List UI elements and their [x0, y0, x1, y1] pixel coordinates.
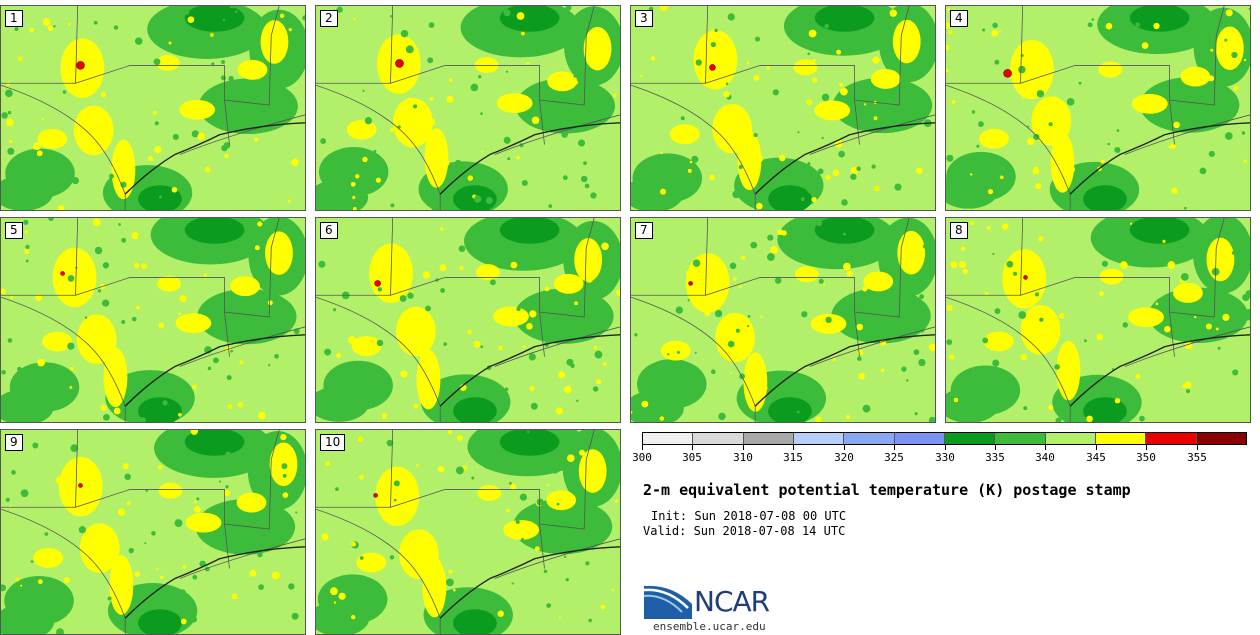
- map-6: [316, 218, 620, 422]
- member-label: 10: [320, 434, 346, 451]
- member-label: 4: [950, 10, 968, 27]
- map-1: [1, 6, 305, 210]
- hotspot-mark: [688, 281, 693, 286]
- stamp-panel-8: 8: [945, 217, 1251, 423]
- map-10: [316, 430, 620, 634]
- colorbar-segment: [995, 433, 1046, 444]
- colorbar: [642, 432, 1247, 445]
- hotspot-mark: [1003, 69, 1012, 78]
- ncar-logo-icon: [643, 585, 692, 619]
- stamp-panel-7: 7: [630, 217, 936, 423]
- colorbar-tick: [1045, 445, 1046, 450]
- stamp-panel-10: 10: [315, 429, 621, 635]
- colorbar-segment: [944, 433, 996, 444]
- colorbar-segment: [1146, 433, 1197, 444]
- stamp-panel-9: 9: [0, 429, 306, 635]
- colorbar-tick-label: 350: [1136, 451, 1156, 464]
- stamp-panel-3: 3: [630, 5, 936, 211]
- colorbar-tick-label: 335: [985, 451, 1005, 464]
- colorbar-tick-label: 345: [1086, 451, 1106, 464]
- colorbar-tick: [995, 445, 996, 450]
- colorbar-segment: [693, 433, 744, 444]
- colorbar-tick-label: 305: [682, 451, 702, 464]
- logo-url: ensemble.ucar.edu: [653, 620, 766, 633]
- map-5: [1, 218, 305, 422]
- valid-time: Valid: Sun 2018-07-08 14 UTC: [643, 524, 846, 538]
- colorbar-tick: [793, 445, 794, 450]
- hotspot-mark: [373, 493, 378, 498]
- member-label: 2: [320, 10, 338, 27]
- colorbar-tick: [1146, 445, 1147, 450]
- member-label: 7: [635, 222, 653, 239]
- colorbar-tick-label: 315: [783, 451, 803, 464]
- logo-wordmark: NCAR: [694, 585, 770, 618]
- member-label: 9: [5, 434, 23, 451]
- colorbar-tick: [642, 445, 643, 450]
- colorbar-tick: [1197, 445, 1198, 450]
- member-label: 5: [5, 222, 23, 239]
- member-label: 3: [635, 10, 653, 27]
- colorbar-tick: [1096, 445, 1097, 450]
- map-4: [946, 6, 1250, 210]
- colorbar-tick: [894, 445, 895, 450]
- colorbar-segment: [1045, 433, 1096, 444]
- colorbar-tick-label: 325: [884, 451, 904, 464]
- init-time: Init: Sun 2018-07-08 00 UTC: [651, 509, 847, 523]
- hotspot-mark: [76, 61, 85, 70]
- stamp-panel-1: 1: [0, 5, 306, 211]
- colorbar-tick-label: 355: [1187, 451, 1207, 464]
- colorbar-tick: [844, 445, 845, 450]
- hotspot-mark: [1023, 275, 1028, 280]
- colorbar-segment: [1095, 433, 1147, 444]
- colorbar-ticks: 300 305 310 315 320 325 330 335 340 345 350 355: [632, 445, 1247, 465]
- stamp-panel-4: 4: [945, 5, 1251, 211]
- member-label: 1: [5, 10, 23, 27]
- colorbar-tick: [945, 445, 946, 450]
- hotspot-mark: [374, 280, 381, 287]
- colorbar-segment: [1196, 433, 1246, 444]
- hotspot-mark: [709, 64, 716, 71]
- colorbar-segment: [894, 433, 945, 444]
- plot-title: 2-m equivalent potential temperature (K)…: [643, 481, 1131, 499]
- colorbar-tick-label: 340: [1035, 451, 1055, 464]
- colorbar-segment: [844, 433, 895, 444]
- colorbar-tick-label: 310: [733, 451, 753, 464]
- stamp-panel-6: 6: [315, 217, 621, 423]
- stamp-panel-5: 5: [0, 217, 306, 423]
- stamp-panel-2: 2: [315, 5, 621, 211]
- colorbar-segment: [793, 433, 845, 444]
- colorbar-tick-label: 320: [834, 451, 854, 464]
- colorbar-segment: [643, 433, 694, 444]
- hotspot-mark: [395, 59, 404, 68]
- map-3: [631, 6, 935, 210]
- colorbar-segment: [743, 433, 794, 444]
- map-8: [946, 218, 1250, 422]
- hotspot-mark: [60, 271, 65, 276]
- colorbar-tick-label: 330: [935, 451, 955, 464]
- map-2: [316, 6, 620, 210]
- colorbar-tick: [692, 445, 693, 450]
- colorbar-tick-label: 300: [632, 451, 652, 464]
- member-label: 8: [950, 222, 968, 239]
- map-9: [1, 430, 305, 634]
- map-7: [631, 218, 935, 422]
- hotspot-mark: [78, 483, 83, 488]
- member-label: 6: [320, 222, 338, 239]
- colorbar-tick: [743, 445, 744, 450]
